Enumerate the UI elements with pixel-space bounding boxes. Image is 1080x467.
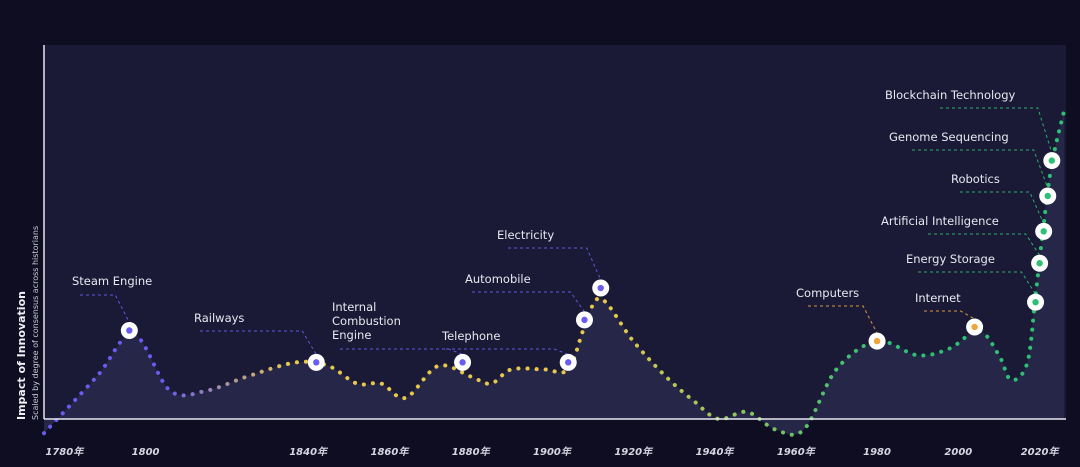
milestone-leader xyxy=(918,271,1036,295)
milestone-leader xyxy=(924,310,975,320)
milestone-label: Internal Combustion Engine xyxy=(332,300,401,342)
milestone-leader xyxy=(940,107,1053,153)
milestone-marker-dot xyxy=(459,359,466,366)
milestone-label: Blockchain Technology xyxy=(885,88,1016,102)
milestone-marker-dot xyxy=(1032,298,1039,306)
milestone-leader xyxy=(928,233,1041,256)
milestone[interactable]: Energy Storage xyxy=(906,252,1045,311)
milestone[interactable]: Steam Engine xyxy=(72,274,152,339)
milestone-label: Genome Sequencing xyxy=(889,130,1009,144)
milestone-leader xyxy=(200,330,317,355)
x-tick-label: 2020年 xyxy=(1021,446,1061,458)
milestone-marker-dot xyxy=(581,316,588,324)
x-tick-label: 1980 xyxy=(863,447,891,458)
milestone-label: Electricity xyxy=(497,228,554,242)
milestone[interactable]: Internet xyxy=(915,291,984,336)
milestone-marker-dot xyxy=(971,323,978,331)
x-tick-label: 1860年 xyxy=(370,446,410,458)
x-tick-label: 1800 xyxy=(132,447,160,458)
milestone-leader xyxy=(80,294,130,323)
x-tick-label: 2000 xyxy=(944,447,972,458)
y-axis-subtitle: Scaled by degree of consensus across his… xyxy=(31,226,40,420)
milestone-leader xyxy=(960,191,1045,224)
milestone[interactable]: Telephone xyxy=(441,329,577,371)
milestone-label: Steam Engine xyxy=(72,274,152,288)
milestone[interactable]: Internal Combustion Engine xyxy=(332,300,472,371)
milestone[interactable]: Artificial Intelligence xyxy=(881,214,1049,272)
area-fill xyxy=(44,111,1064,435)
milestone-marker-dot xyxy=(1036,260,1043,267)
milestone-marker-dot xyxy=(126,327,133,334)
milestone-label: Internet xyxy=(915,291,961,305)
milestone-label: Telephone xyxy=(441,329,500,343)
milestone[interactable]: Automobile xyxy=(465,272,593,329)
milestone-marker-dot xyxy=(1040,228,1047,235)
milestone[interactable]: Blockchain Technology xyxy=(885,88,1061,170)
innovation-line xyxy=(42,109,1066,437)
x-tick-label: 1960年 xyxy=(777,446,817,458)
x-tick-label: 1840年 xyxy=(289,446,329,458)
x-tick-label: 1780年 xyxy=(45,446,85,458)
x-tick-label: 1920年 xyxy=(614,446,654,458)
x-tick-label: 1880年 xyxy=(452,446,492,458)
milestone-marker-dot xyxy=(565,359,572,366)
milestone-marker-dot xyxy=(597,284,604,292)
milestone[interactable]: Railways xyxy=(194,311,325,371)
milestone-leader xyxy=(446,348,569,355)
milestone[interactable]: Robotics xyxy=(951,172,1053,240)
milestone-label: Artificial Intelligence xyxy=(881,214,999,228)
milestone-label: Railways xyxy=(194,311,244,325)
milestone[interactable]: Genome Sequencing xyxy=(889,130,1057,205)
milestone-marker-dot xyxy=(1044,192,1051,200)
milestone-leader xyxy=(508,247,602,281)
x-tick-label: 1900年 xyxy=(533,446,573,458)
milestone-leader xyxy=(472,291,585,313)
milestone-leader xyxy=(808,305,878,334)
milestone-marker-dot xyxy=(1048,157,1056,164)
x-tick-label: 1940年 xyxy=(696,446,736,458)
y-axis-title: Impact of Innovation xyxy=(15,291,28,420)
milestone-leader xyxy=(912,149,1049,189)
milestone-label: Computers xyxy=(796,286,859,300)
milestone[interactable]: Electricity xyxy=(497,228,610,297)
milestone[interactable]: Computers xyxy=(796,286,886,350)
milestone-label: Automobile xyxy=(465,272,531,286)
milestone-marker-dot xyxy=(873,337,881,345)
milestone-marker-dot xyxy=(313,359,320,366)
milestone-label: Robotics xyxy=(951,172,1000,186)
milestone-label: Energy Storage xyxy=(906,252,995,266)
